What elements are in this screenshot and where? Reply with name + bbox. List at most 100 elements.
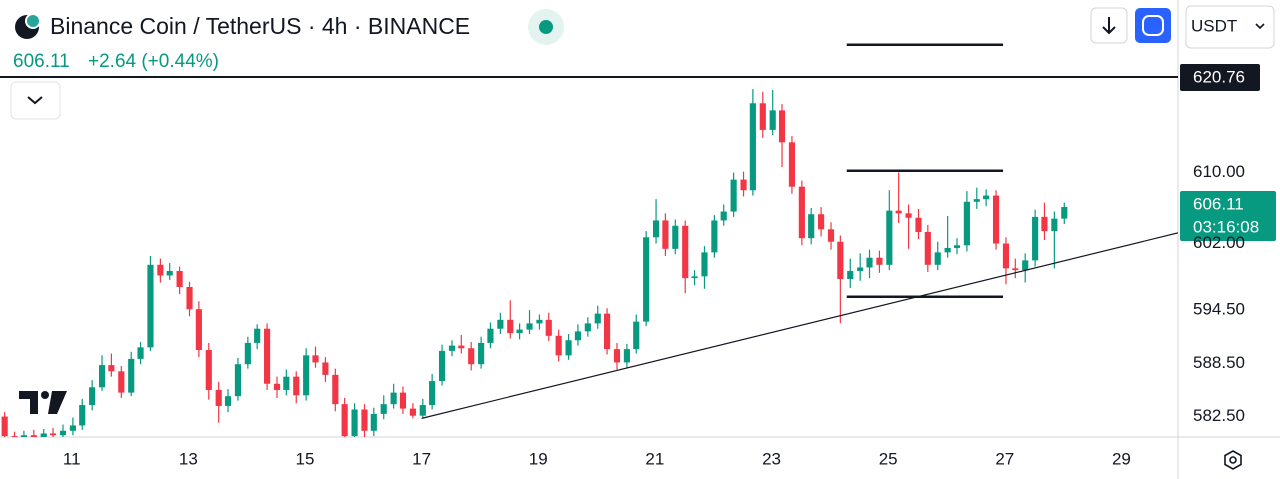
sync-button[interactable] <box>1135 8 1171 43</box>
candle-body <box>672 225 679 249</box>
candle-body <box>983 195 990 200</box>
symbol-title: Binance Coin / TetherUS · 4h · BINANCE <box>50 13 470 39</box>
tv-logo <box>19 391 67 414</box>
candle-body <box>419 405 426 416</box>
candle-body <box>49 433 57 436</box>
candle-body <box>759 103 766 130</box>
candle-body <box>244 342 251 365</box>
candle-body <box>478 342 485 365</box>
candle-body <box>108 365 115 372</box>
settings-icon <box>1229 456 1237 464</box>
candle-body <box>818 214 825 230</box>
candle-body <box>545 319 552 336</box>
candle-body <box>798 186 805 239</box>
candle-body <box>604 313 611 350</box>
candle-body <box>59 430 67 436</box>
x-tick-label: 19 <box>529 449 548 468</box>
candle-body <box>973 199 980 202</box>
candle-body <box>1061 207 1068 219</box>
candle-body <box>176 271 183 287</box>
candle-body <box>1041 216 1048 232</box>
candle-body <box>332 374 339 405</box>
candle-body <box>944 247 951 253</box>
candle-body <box>924 231 931 265</box>
candle-body <box>89 387 96 406</box>
candle-body <box>934 252 941 265</box>
candle-body <box>769 110 776 130</box>
candle-body <box>157 264 164 276</box>
candle-body <box>788 142 796 187</box>
candle-body <box>633 321 640 350</box>
candle-body <box>623 349 630 363</box>
candle-body <box>992 195 1000 244</box>
download-icon <box>1102 17 1116 35</box>
candle-body <box>584 323 591 332</box>
candle-body <box>507 319 514 334</box>
x-tick-label: 23 <box>762 449 781 468</box>
candle-body <box>963 201 970 246</box>
sync-icon <box>1142 15 1164 36</box>
candle-body <box>691 276 698 279</box>
candle-body <box>20 435 27 437</box>
y-tick-label: 602.00 <box>1193 233 1245 252</box>
candle-body <box>1051 218 1058 232</box>
candle-body <box>827 229 835 242</box>
status-dot <box>539 20 553 34</box>
price-tag-label: 606.11 <box>1193 195 1244 214</box>
candle-body <box>643 237 650 322</box>
plot-area <box>1 89 1178 437</box>
candle-body <box>351 409 358 437</box>
candle-body <box>565 340 572 356</box>
candle-body <box>224 396 232 406</box>
candle-body <box>953 245 961 248</box>
candle-body <box>574 331 581 341</box>
overlay: 620.76 606.11 03:16:08 <box>0 43 1276 299</box>
candle-body <box>166 271 173 276</box>
candle-body <box>866 257 873 268</box>
candle-body <box>30 435 37 437</box>
candle-body <box>594 313 601 324</box>
candle-body <box>438 350 446 382</box>
candle-body <box>555 335 562 356</box>
candle-body <box>429 381 436 406</box>
candle-body <box>886 210 893 265</box>
candle-body <box>40 433 47 437</box>
candle-body <box>370 413 377 431</box>
candle-body <box>857 267 864 272</box>
candle-body <box>895 210 902 214</box>
candle-body <box>1032 216 1039 261</box>
candle-body <box>905 213 912 218</box>
candle-body <box>458 345 465 349</box>
settings-button[interactable] <box>1224 450 1242 470</box>
candle-body <box>448 345 456 351</box>
candle-body <box>273 383 281 390</box>
candle-body <box>264 328 271 384</box>
currency-select[interactable] <box>1185 5 1275 49</box>
candle-body <box>837 241 844 280</box>
candle-body <box>186 287 193 310</box>
collapse-button[interactable] <box>10 81 61 120</box>
candle-body <box>234 364 242 397</box>
price-tag-countdown: 03:16:08 <box>1193 218 1259 237</box>
currency-chevron <box>1255 23 1265 30</box>
x-tick-label: 21 <box>645 449 664 468</box>
trendline <box>421 232 1178 419</box>
price-tag <box>1180 191 1276 242</box>
x-tick-label: 11 <box>63 449 81 468</box>
high-tag-label: 620.76 <box>1193 67 1245 86</box>
candle-body <box>118 371 125 393</box>
candle-body <box>778 110 786 143</box>
candle-body <box>740 179 747 191</box>
header-change: +2.64 (+0.44%) <box>88 51 219 72</box>
candle-body <box>215 389 222 406</box>
y-tick-label: 582.50 <box>1193 406 1245 425</box>
candle-body <box>409 408 416 416</box>
x-tick-label: 29 <box>1112 449 1131 468</box>
candle-body <box>701 252 708 277</box>
candle-body <box>468 348 475 365</box>
candle-body <box>711 220 718 253</box>
candle-body <box>536 319 543 324</box>
candle-body <box>1012 268 1019 271</box>
candle-body <box>312 355 319 363</box>
